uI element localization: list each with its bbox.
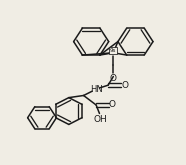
Text: O: O <box>121 81 128 90</box>
Text: 9s: 9s <box>110 48 116 53</box>
Text: O: O <box>110 74 117 83</box>
Text: OH: OH <box>94 115 107 124</box>
Text: O: O <box>108 100 116 110</box>
Text: HN: HN <box>90 85 102 94</box>
